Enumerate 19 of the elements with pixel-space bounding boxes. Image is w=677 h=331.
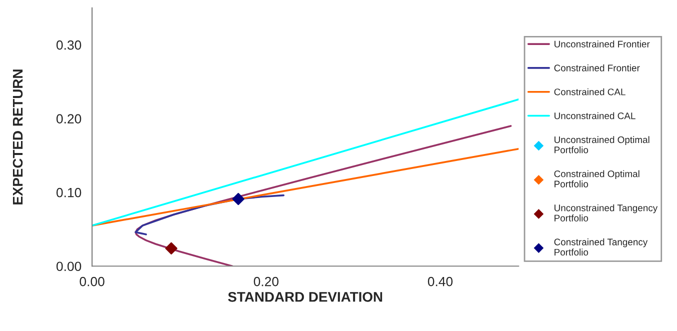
y-tick-label: 0.00 [56, 262, 82, 272]
legend-label: Unconstrained Frontier [554, 40, 650, 48]
y-axis-title: EXPECTED RETURN [12, 70, 23, 204]
legend-label: Unconstrained Optimal Portfolio [554, 136, 650, 154]
y-tick-label: 0.30 [56, 40, 82, 50]
x-tick-label: 0.40 [428, 276, 453, 286]
x-tick-label: 0.00 [80, 276, 104, 286]
legend-label: Unconstrained Tangency Portfolio [554, 204, 658, 222]
x-axis-title: STANDARD DEVIATION [228, 292, 382, 302]
legend-label: Constrained Optimal Portfolio [554, 170, 640, 188]
y-tick-label: 0.10 [56, 188, 82, 198]
legend-label: Unconstrained CAL [554, 112, 636, 120]
y-tick-label: 0.20 [56, 114, 82, 124]
legend-label: Constrained Tangency Portfolio [554, 238, 648, 256]
legend-label: Constrained CAL [554, 88, 626, 96]
line-series [134, 194, 284, 236]
x-tick-label: 0.20 [254, 276, 278, 286]
line-series [134, 125, 512, 266]
legend-label: Constrained Frontier [554, 64, 640, 72]
